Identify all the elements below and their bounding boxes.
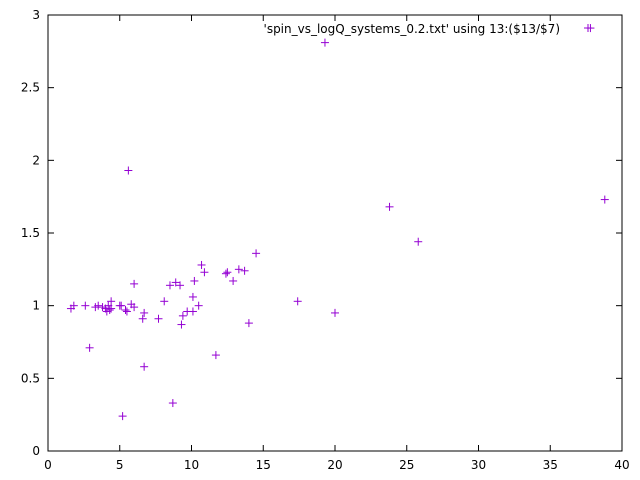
data-point xyxy=(124,166,133,175)
data-point xyxy=(122,307,131,316)
x-tick-label: 10 xyxy=(184,458,199,472)
data-point xyxy=(229,276,238,285)
data-point xyxy=(107,297,116,306)
data-point xyxy=(293,297,302,306)
y-tick-label: 3 xyxy=(32,8,40,22)
legend: 'spin_vs_logQ_systems_0.2.txt' using 13:… xyxy=(264,22,592,36)
data-points xyxy=(66,24,609,421)
data-point xyxy=(140,362,149,371)
y-tick-label: 0 xyxy=(32,444,40,458)
data-point xyxy=(320,38,329,47)
x-tick-label: 40 xyxy=(614,458,629,472)
x-tick-label: 15 xyxy=(256,458,271,472)
data-point xyxy=(197,260,206,269)
data-point xyxy=(244,319,253,328)
x-tick-label: 35 xyxy=(543,458,558,472)
data-point xyxy=(69,301,78,310)
data-point xyxy=(188,307,197,316)
plot-border xyxy=(47,14,623,452)
data-point xyxy=(176,281,185,290)
data-point xyxy=(171,278,180,287)
data-point xyxy=(178,311,187,320)
data-point xyxy=(331,308,339,317)
y-tick-label: 1.5 xyxy=(21,226,40,240)
legend-label: 'spin_vs_logQ_systems_0.2.txt' using 13:… xyxy=(264,22,560,36)
data-point xyxy=(414,237,423,246)
data-point xyxy=(240,266,249,275)
data-point xyxy=(221,269,230,278)
data-point xyxy=(121,306,130,315)
data-point xyxy=(138,314,147,323)
data-point xyxy=(85,343,94,352)
x-axis: 0 5 10 15 20 25 30 35 40 xyxy=(44,15,630,472)
y-tick-label: 1 xyxy=(32,299,40,313)
x-tick-label: 0 xyxy=(44,458,52,472)
x-tick-label: 5 xyxy=(116,458,124,472)
data-point xyxy=(160,297,169,306)
data-point xyxy=(168,399,177,408)
y-tick-label: 0.5 xyxy=(21,371,40,385)
x-tick-label: 25 xyxy=(399,458,414,472)
data-point xyxy=(94,301,103,310)
data-point xyxy=(211,351,220,360)
data-point xyxy=(105,306,114,315)
data-point xyxy=(223,268,232,277)
data-point xyxy=(117,301,126,310)
data-point xyxy=(252,249,261,258)
x-tick-label: 30 xyxy=(471,458,486,472)
data-point xyxy=(177,320,186,329)
data-point xyxy=(234,265,243,274)
data-point xyxy=(600,195,609,204)
y-tick-label: 2.5 xyxy=(21,81,40,95)
x-tick-label: 20 xyxy=(327,458,342,472)
data-point xyxy=(165,281,174,290)
data-point xyxy=(190,276,199,285)
data-point xyxy=(385,202,394,211)
data-point xyxy=(118,412,127,421)
data-point xyxy=(586,24,595,33)
y-axis: 0 0.5 1 1.5 2 2.5 3 xyxy=(21,8,622,458)
data-point xyxy=(188,292,197,301)
data-point xyxy=(200,268,209,277)
data-point xyxy=(107,304,116,313)
y-tick-label: 2 xyxy=(32,153,40,167)
data-point xyxy=(140,308,149,317)
data-point xyxy=(81,301,90,310)
data-point xyxy=(130,303,139,312)
data-point xyxy=(154,314,163,323)
data-point xyxy=(194,301,203,310)
data-point xyxy=(130,279,139,288)
